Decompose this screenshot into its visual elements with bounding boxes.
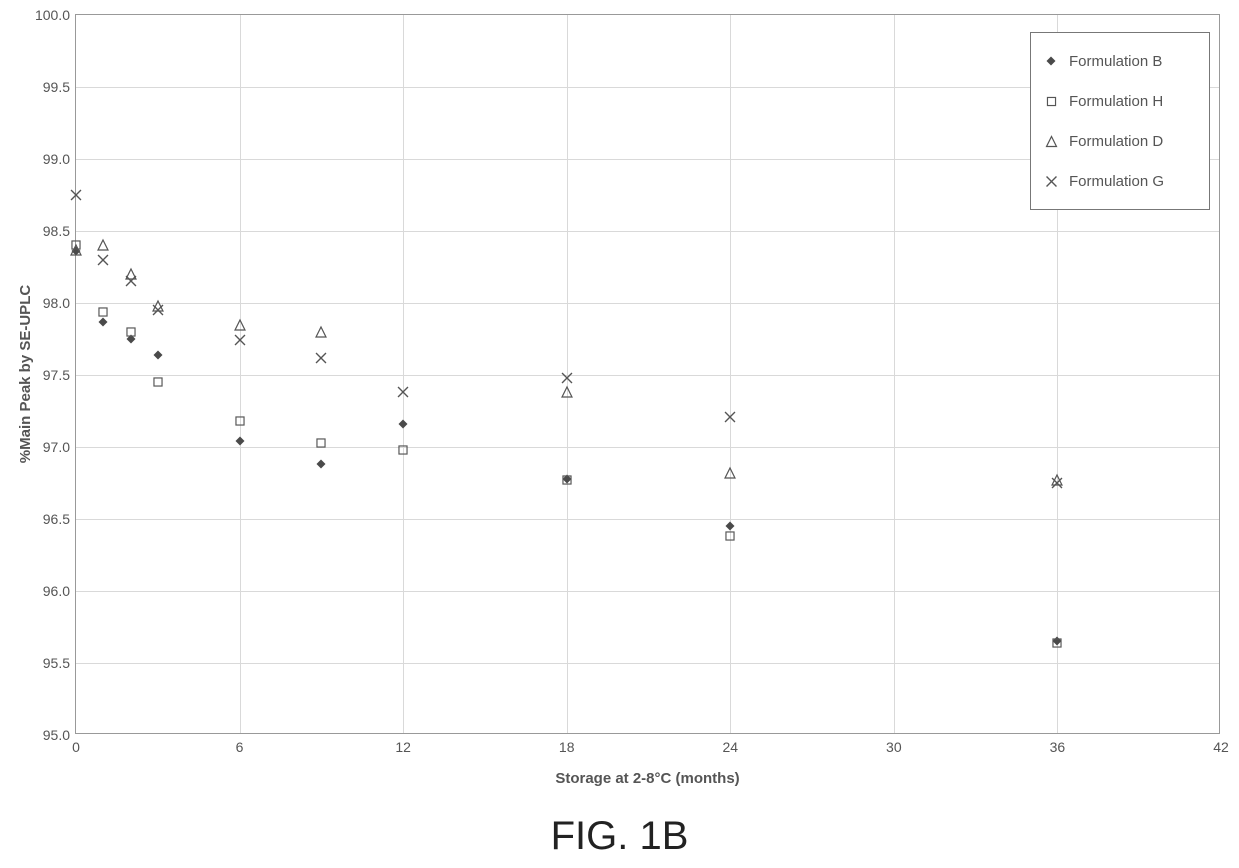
grid-line-horizontal	[76, 591, 1219, 592]
x-tick-label: 18	[559, 733, 575, 755]
data-point-series-h	[125, 326, 136, 337]
data-point-series-b	[234, 435, 246, 447]
data-point-series-d	[724, 466, 737, 479]
y-axis-title: %Main Peak by SE-UPLC	[17, 285, 34, 463]
data-point-series-g	[315, 351, 328, 364]
y-tick-label: 99.5	[43, 79, 76, 95]
y-tick-label: 95.0	[43, 727, 76, 743]
legend-label: Formulation B	[1069, 53, 1162, 70]
data-point-series-h	[234, 416, 245, 427]
x-tick-label: 30	[886, 733, 902, 755]
grid-line-vertical	[240, 15, 241, 733]
legend-label: Formulation G	[1069, 173, 1164, 190]
data-point-series-g	[724, 410, 737, 423]
legend-item: Formulation G	[1041, 161, 1195, 201]
y-tick-label: 95.5	[43, 655, 76, 671]
data-point-series-g	[151, 304, 164, 317]
data-point-series-b	[315, 458, 327, 470]
figure-caption: FIG. 1B	[551, 814, 689, 859]
data-point-series-d	[97, 239, 110, 252]
y-tick-label: 99.0	[43, 151, 76, 167]
data-point-series-b	[152, 349, 164, 361]
data-point-series-h	[561, 475, 572, 486]
chart-legend: Formulation B Formulation H Formulation D F…	[1030, 32, 1210, 210]
data-point-series-g	[233, 334, 246, 347]
grid-line-horizontal	[76, 663, 1219, 664]
grid-line-vertical	[730, 15, 731, 733]
x-axis-title: Storage at 2-8°C (months)	[555, 770, 739, 787]
data-point-series-h	[152, 377, 163, 388]
data-point-series-h	[1052, 637, 1063, 648]
data-point-series-g	[97, 253, 110, 266]
legend-marker-icon	[1041, 55, 1061, 67]
grid-line-horizontal	[76, 303, 1219, 304]
legend-label: Formulation D	[1069, 133, 1163, 150]
y-tick-label: 97.5	[43, 367, 76, 383]
legend-label: Formulation H	[1069, 93, 1163, 110]
grid-line-vertical	[403, 15, 404, 733]
data-point-series-d	[70, 243, 83, 256]
legend-item: Formulation B	[1041, 41, 1195, 81]
data-point-series-h	[725, 531, 736, 542]
grid-line-vertical	[894, 15, 895, 733]
grid-line-horizontal	[76, 375, 1219, 376]
y-tick-label: 98.0	[43, 295, 76, 311]
data-point-series-d	[315, 325, 328, 338]
y-tick-label: 96.0	[43, 583, 76, 599]
data-point-series-h	[98, 306, 109, 317]
y-tick-label: 100.0	[35, 7, 76, 23]
y-tick-label: 97.0	[43, 439, 76, 455]
x-tick-label: 12	[395, 733, 411, 755]
data-point-series-b	[97, 316, 109, 328]
data-point-series-g	[70, 189, 83, 202]
data-point-series-d	[560, 386, 573, 399]
x-tick-label: 0	[72, 733, 80, 755]
data-point-series-b	[397, 418, 409, 430]
x-tick-label: 6	[236, 733, 244, 755]
data-point-series-g	[560, 371, 573, 384]
grid-line-horizontal	[76, 231, 1219, 232]
data-point-series-g	[124, 275, 137, 288]
legend-marker-icon	[1041, 135, 1061, 148]
y-tick-label: 96.5	[43, 511, 76, 527]
grid-line-horizontal	[76, 519, 1219, 520]
x-tick-label: 36	[1050, 733, 1066, 755]
figure-page: 95.0 95.5 96.0 96.5 97.0 97.5 98.0 98.5 99.0 99.5…	[0, 0, 1239, 868]
data-point-series-h	[398, 444, 409, 455]
data-point-series-g	[1051, 477, 1064, 490]
legend-marker-icon	[1041, 175, 1061, 188]
data-point-series-d	[233, 318, 246, 331]
legend-item: Formulation D	[1041, 121, 1195, 161]
grid-line-horizontal	[76, 447, 1219, 448]
x-tick-label: 42	[1213, 733, 1229, 755]
y-tick-label: 98.5	[43, 223, 76, 239]
legend-marker-icon	[1041, 96, 1061, 107]
x-tick-label: 24	[722, 733, 738, 755]
legend-item: Formulation H	[1041, 81, 1195, 121]
data-point-series-g	[397, 386, 410, 399]
data-point-series-h	[316, 437, 327, 448]
